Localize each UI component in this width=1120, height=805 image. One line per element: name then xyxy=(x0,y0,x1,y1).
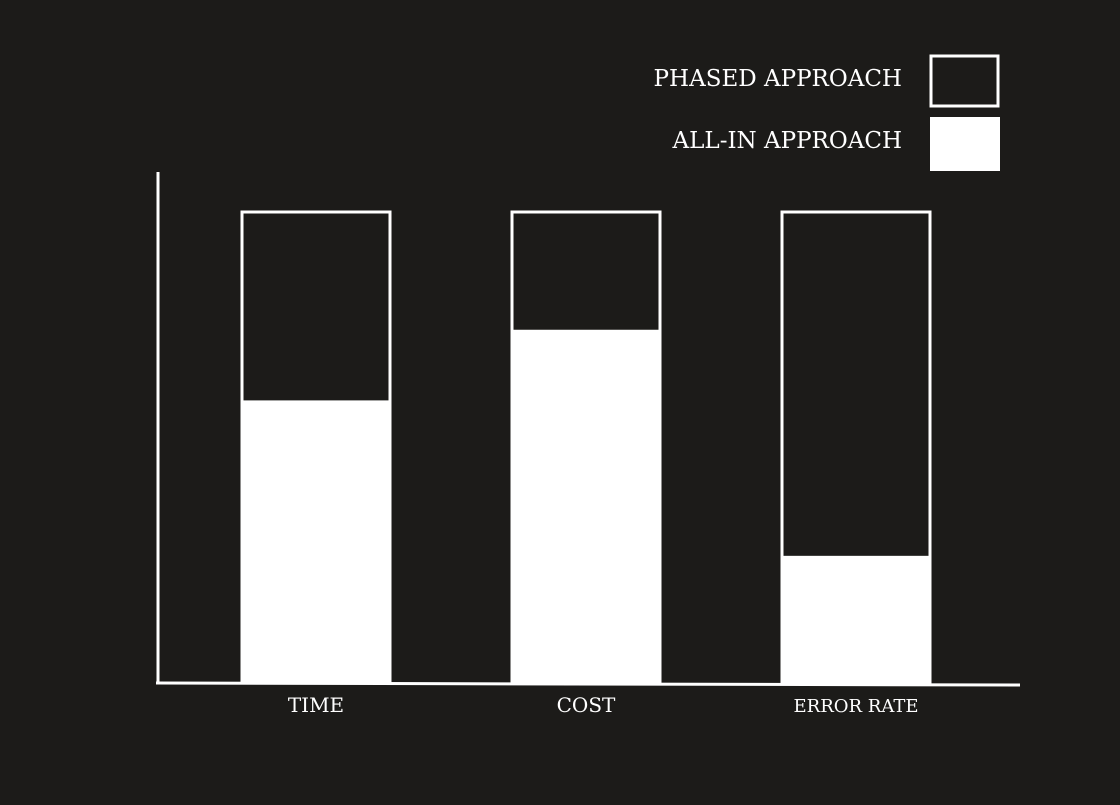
x-tick-labels: TIME COST ERROR RATE xyxy=(288,693,919,717)
tick-label-cost: COST xyxy=(557,693,616,717)
legend-label-phased: PHASED APPROACH xyxy=(654,66,902,92)
tick-label-time: TIME xyxy=(288,693,344,717)
bars xyxy=(240,210,932,685)
tick-label-error-rate: ERROR RATE xyxy=(794,696,919,717)
bar-all-in-error-rate xyxy=(780,555,932,685)
legend: PHASED APPROACH ALL-IN APPROACH xyxy=(654,54,1000,171)
legend-label-all-in: ALL-IN APPROACH xyxy=(672,128,902,154)
bar-all-in-time xyxy=(240,400,392,685)
bar-all-in-cost xyxy=(510,329,662,685)
legend-swatch-phased xyxy=(929,54,1000,108)
legend-swatch-all-in xyxy=(930,117,1000,171)
